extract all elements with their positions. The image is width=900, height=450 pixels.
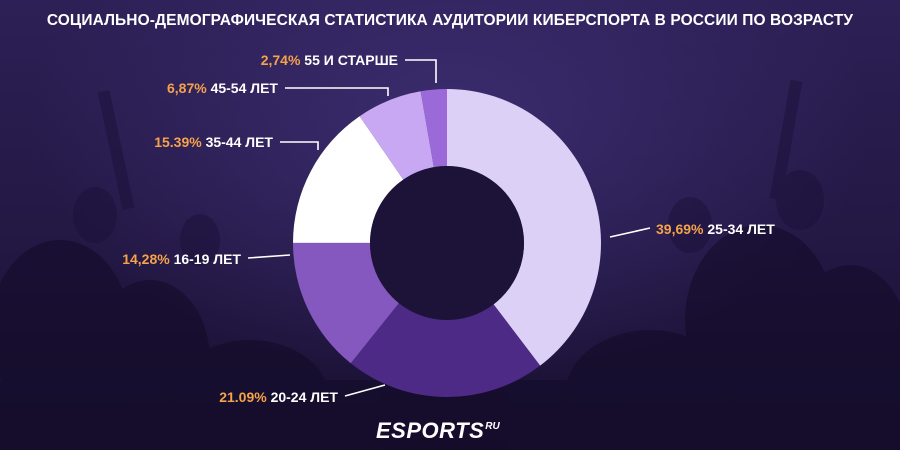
donut-slice-3 bbox=[292, 242, 399, 364]
slice-label-2: 21.09% 20-24 ЛЕТ bbox=[219, 389, 338, 405]
leader-line-1 bbox=[609, 227, 651, 238]
chart-title: СОЦИАЛЬНО-ДЕМОГРАФИЧЕСКАЯ СТАТИСТИКА АУД… bbox=[46, 12, 854, 29]
esports-ru-logo: ESPORTSRU bbox=[376, 418, 500, 444]
slice-category-6: 55 И СТАРШЕ bbox=[300, 52, 398, 68]
leader-line-5 bbox=[285, 87, 389, 96]
slice-percent-6: 2,74% bbox=[261, 52, 301, 68]
logo-suffix-text: RU bbox=[485, 421, 500, 432]
slice-category-3: 16-19 ЛЕТ bbox=[170, 251, 242, 267]
slice-category-4: 35-44 ЛЕТ bbox=[202, 134, 274, 150]
leader-line-3 bbox=[247, 254, 291, 259]
slice-category-2: 20-24 ЛЕТ bbox=[267, 389, 339, 405]
slice-percent-3: 14,28% bbox=[122, 251, 170, 267]
slice-percent-5: 6,87% bbox=[167, 80, 207, 96]
slice-label-4: 15.39% 35-44 ЛЕТ bbox=[154, 134, 273, 150]
donut-slice-1 bbox=[447, 89, 601, 366]
slice-percent-2: 21.09% bbox=[219, 389, 267, 405]
slice-percent-4: 15.39% bbox=[154, 134, 202, 150]
logo-main-text: ESPORTS bbox=[376, 418, 485, 443]
donut-hole bbox=[370, 166, 524, 320]
slice-category-1: 25-34 ЛЕТ bbox=[703, 221, 775, 237]
slice-label-6: 2,74% 55 И СТАРШЕ bbox=[261, 52, 398, 68]
slice-percent-1: 39,69% bbox=[656, 221, 704, 237]
slice-label-3: 14,28% 16-19 ЛЕТ bbox=[122, 251, 241, 267]
donut-slice-6 bbox=[420, 89, 447, 168]
leader-line-4 bbox=[280, 141, 319, 150]
slice-category-5: 45-54 ЛЕТ bbox=[207, 80, 279, 96]
leader-line-2 bbox=[344, 384, 386, 397]
leader-line-6 bbox=[405, 59, 437, 83]
slice-label-5: 6,87% 45-54 ЛЕТ bbox=[167, 80, 278, 96]
donut-slice-4 bbox=[293, 116, 404, 243]
slice-label-1: 39,69% 25-34 ЛЕТ bbox=[656, 221, 775, 237]
donut-slice-2 bbox=[350, 303, 541, 397]
donut-slice-5 bbox=[359, 91, 434, 180]
